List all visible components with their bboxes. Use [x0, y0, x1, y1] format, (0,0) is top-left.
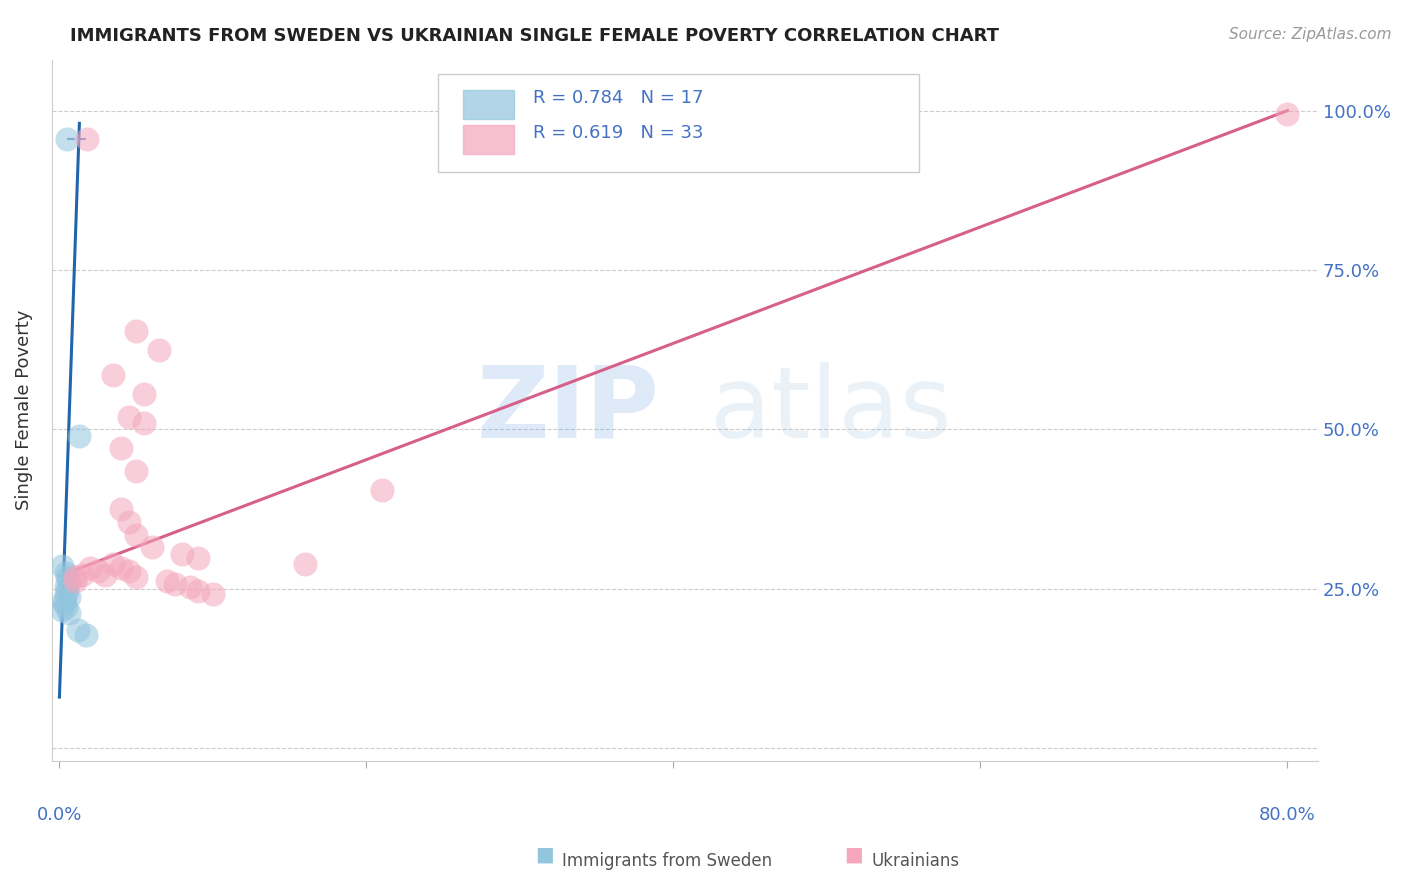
Point	[53, 596, 76, 610]
Text: R = 0.784   N = 17: R = 0.784 N = 17	[533, 89, 703, 107]
Text: 0.0%: 0.0%	[37, 806, 82, 824]
Point	[125, 527, 148, 541]
Point	[56, 582, 79, 597]
Point	[55, 566, 77, 580]
Point	[201, 587, 224, 601]
Point	[117, 564, 139, 578]
Point	[163, 576, 186, 591]
Point	[94, 567, 117, 582]
Point	[132, 387, 155, 401]
Text: ▪: ▪	[844, 840, 865, 870]
Text: 80.0%: 80.0%	[1258, 806, 1316, 824]
Point	[294, 558, 316, 572]
Point	[101, 558, 124, 572]
Point	[125, 464, 148, 478]
FancyBboxPatch shape	[439, 74, 920, 172]
Point	[79, 561, 101, 575]
Point	[58, 590, 80, 604]
Point	[110, 442, 132, 456]
Point	[75, 627, 97, 641]
FancyBboxPatch shape	[464, 125, 515, 154]
Text: IMMIGRANTS FROM SWEDEN VS UKRAINIAN SINGLE FEMALE POVERTY CORRELATION CHART: IMMIGRANTS FROM SWEDEN VS UKRAINIAN SING…	[70, 27, 1000, 45]
Point	[156, 574, 179, 588]
Point	[51, 559, 73, 574]
Text: atlas: atlas	[710, 362, 952, 458]
Point	[56, 132, 79, 146]
Point	[172, 547, 194, 561]
Point	[58, 606, 80, 620]
Point	[55, 587, 77, 601]
Point	[110, 561, 132, 575]
Point	[187, 583, 209, 598]
Point	[1277, 107, 1299, 121]
Point	[87, 564, 110, 578]
Point	[101, 368, 124, 383]
Point	[148, 343, 170, 357]
Point	[76, 132, 98, 146]
Point	[179, 581, 201, 595]
Text: ZIP: ZIP	[477, 362, 659, 458]
Point	[63, 570, 86, 584]
Point	[55, 599, 77, 614]
Point	[125, 570, 148, 584]
Point	[56, 570, 79, 584]
Point	[55, 578, 77, 592]
Point	[67, 428, 90, 442]
Point	[132, 416, 155, 430]
Text: R = 0.619   N = 33: R = 0.619 N = 33	[533, 124, 703, 142]
Point	[117, 515, 139, 529]
Text: Source: ZipAtlas.com: Source: ZipAtlas.com	[1229, 27, 1392, 42]
Text: ▪: ▪	[534, 840, 555, 870]
Point	[63, 574, 86, 588]
Point	[371, 483, 394, 497]
Point	[110, 502, 132, 516]
Point	[51, 603, 73, 617]
Point	[125, 324, 148, 338]
Point	[187, 551, 209, 566]
Text: Immigrants from Sweden: Immigrants from Sweden	[562, 852, 772, 870]
Point	[58, 574, 80, 588]
Text: Ukrainians: Ukrainians	[872, 852, 960, 870]
Point	[117, 409, 139, 424]
Point	[66, 623, 89, 637]
Point	[141, 541, 163, 555]
Point	[72, 567, 94, 582]
FancyBboxPatch shape	[464, 90, 515, 120]
Point	[53, 593, 76, 607]
Y-axis label: Single Female Poverty: Single Female Poverty	[15, 310, 32, 510]
